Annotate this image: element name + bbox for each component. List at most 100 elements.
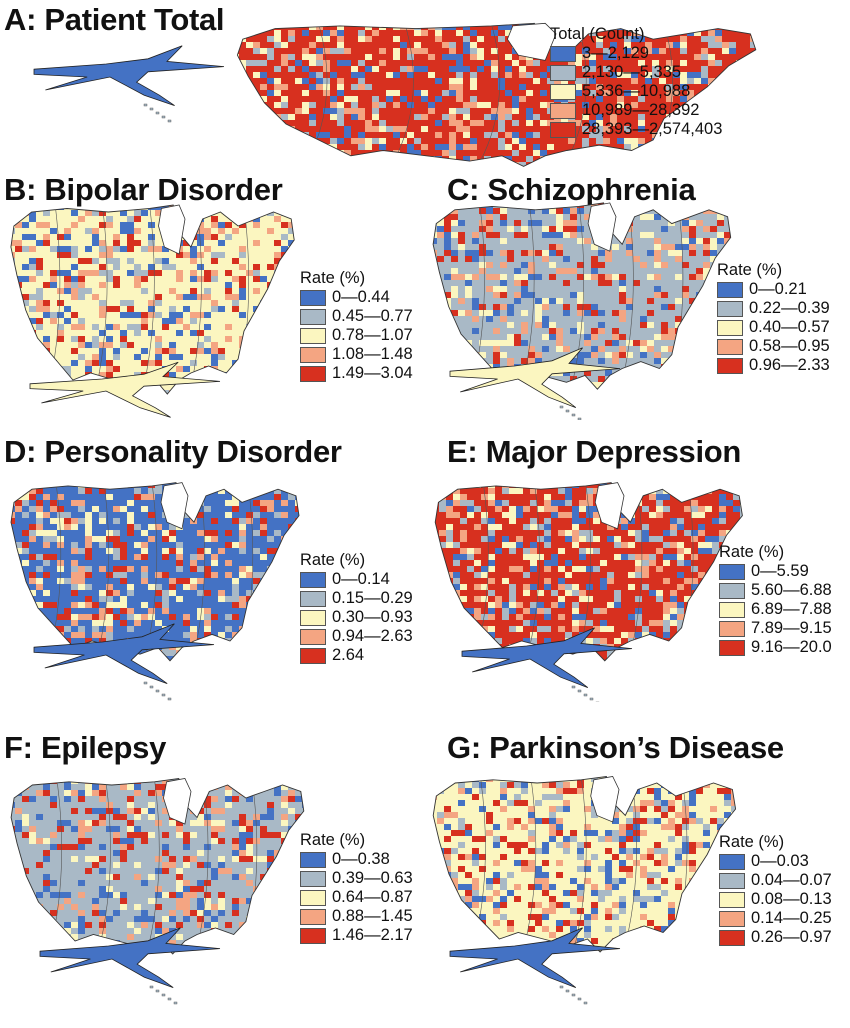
county-cell xyxy=(610,114,618,121)
county-cell xyxy=(169,288,177,295)
county-cell xyxy=(458,244,466,251)
county-cell xyxy=(183,342,191,349)
county-cell xyxy=(134,270,142,277)
county-cell xyxy=(661,304,669,311)
county-cell xyxy=(694,78,702,85)
county-cell xyxy=(533,108,541,115)
county-cell xyxy=(85,348,93,355)
county-cell xyxy=(647,202,655,209)
county-cell xyxy=(204,276,212,283)
county-cell xyxy=(274,246,282,253)
county-cell xyxy=(225,198,232,204)
county-cell xyxy=(444,220,452,227)
county-cell xyxy=(71,342,79,349)
county-cell xyxy=(444,334,452,341)
county-cell xyxy=(631,138,639,145)
county-cell xyxy=(570,346,578,353)
county-cell xyxy=(183,288,191,295)
county-cell xyxy=(267,366,275,373)
county-cell xyxy=(22,384,30,391)
county-cell xyxy=(521,340,529,347)
county-cell xyxy=(190,324,198,331)
county-cell xyxy=(519,66,527,73)
county-cell xyxy=(260,324,268,331)
county-cell xyxy=(661,220,669,227)
county-cell xyxy=(689,340,697,347)
hawaii-inset xyxy=(167,119,172,123)
county-cell xyxy=(22,378,30,385)
legend-swatch xyxy=(300,365,326,382)
county-cell xyxy=(458,358,466,365)
county-cell xyxy=(239,216,247,223)
county-cell xyxy=(421,78,429,85)
county-cell xyxy=(190,396,197,402)
county-cell xyxy=(433,268,438,275)
county-cell xyxy=(647,280,655,287)
county-cell xyxy=(50,300,58,307)
legend-item: 3—2,129 xyxy=(550,44,722,63)
county-cell xyxy=(281,366,289,373)
county-cell xyxy=(738,202,745,208)
county-cell xyxy=(521,274,529,281)
county-cell xyxy=(477,102,485,109)
county-cell xyxy=(612,358,620,365)
county-cell xyxy=(633,328,641,335)
county-cell xyxy=(493,292,501,299)
county-cell xyxy=(433,286,438,293)
county-cell xyxy=(582,138,590,145)
county-cell xyxy=(484,42,492,49)
county-cell xyxy=(281,126,289,133)
county-cell xyxy=(239,156,247,163)
county-cell xyxy=(470,138,478,145)
county-cell xyxy=(29,205,37,211)
county-cell xyxy=(645,60,653,67)
county-cell xyxy=(239,144,247,151)
county-cell xyxy=(757,54,764,60)
county-cell xyxy=(514,220,522,227)
county-cell xyxy=(465,208,473,215)
county-cell xyxy=(253,282,261,289)
county-cell xyxy=(633,310,641,317)
county-cell xyxy=(647,304,655,311)
county-cell xyxy=(400,72,408,79)
county-cell xyxy=(703,220,711,227)
county-cell xyxy=(435,36,443,43)
county-cell xyxy=(120,246,128,253)
county-cell xyxy=(451,238,459,245)
county-cell xyxy=(358,102,366,109)
county-cell xyxy=(43,324,51,331)
county-cell xyxy=(225,396,232,402)
county-cell xyxy=(253,288,261,295)
county-cell xyxy=(654,268,662,275)
county-cell xyxy=(260,48,268,55)
county-cell xyxy=(204,294,212,301)
county-cell xyxy=(288,372,295,379)
county-cell xyxy=(689,298,697,305)
county-cell xyxy=(645,78,653,85)
county-cell xyxy=(169,276,177,283)
county-cell xyxy=(743,162,751,167)
county-cell xyxy=(22,228,30,235)
county-cell xyxy=(449,108,457,115)
county-cell xyxy=(295,90,303,97)
county-cell xyxy=(281,36,289,43)
county-cell xyxy=(444,316,452,323)
county-cell xyxy=(197,348,205,355)
county-cell xyxy=(659,102,667,109)
county-cell xyxy=(589,54,597,61)
county-cell xyxy=(64,312,72,319)
county-cell xyxy=(57,234,65,241)
county-cell xyxy=(253,42,261,49)
county-cell xyxy=(295,204,302,210)
county-cell xyxy=(666,150,674,157)
county-cell xyxy=(654,214,662,221)
county-cell xyxy=(323,30,331,37)
county-cell xyxy=(29,282,37,289)
county-cell xyxy=(351,108,359,115)
county-cell xyxy=(344,48,352,55)
county-cell xyxy=(710,220,718,227)
county-cell xyxy=(668,358,676,365)
county-cell xyxy=(563,232,571,239)
county-cell xyxy=(521,214,529,221)
county-cell xyxy=(528,238,536,245)
